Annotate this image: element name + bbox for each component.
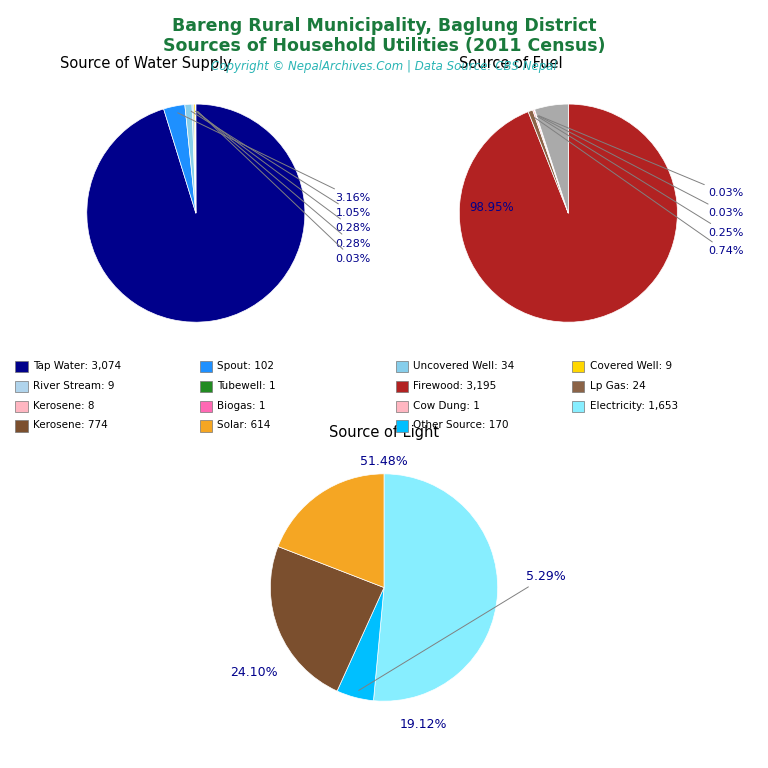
Text: Covered Well: 9: Covered Well: 9 — [590, 360, 672, 371]
Wedge shape — [194, 104, 196, 213]
Text: Bareng Rural Municipality, Baglung District: Bareng Rural Municipality, Baglung Distr… — [172, 17, 596, 35]
Text: Source of Fuel: Source of Fuel — [459, 57, 563, 71]
Text: Lp Gas: 24: Lp Gas: 24 — [590, 380, 646, 391]
Text: 19.12%: 19.12% — [400, 718, 448, 731]
Text: 0.03%: 0.03% — [538, 116, 743, 218]
Wedge shape — [528, 110, 568, 213]
Wedge shape — [337, 588, 384, 700]
Text: 0.25%: 0.25% — [538, 117, 743, 238]
Text: 1.05%: 1.05% — [191, 111, 371, 218]
Text: Electricity: 1,653: Electricity: 1,653 — [590, 400, 678, 411]
Text: 95.20%: 95.20% — [97, 196, 141, 209]
Wedge shape — [87, 104, 305, 322]
Text: Solar: 614: Solar: 614 — [217, 420, 270, 431]
Text: Uncovered Well: 34: Uncovered Well: 34 — [413, 360, 515, 371]
Text: River Stream: 9: River Stream: 9 — [33, 380, 114, 391]
Text: Kerosene: 774: Kerosene: 774 — [33, 420, 108, 431]
Text: Copyright © NepalArchives.Com | Data Source: CBS Nepal: Copyright © NepalArchives.Com | Data Sou… — [211, 60, 557, 73]
Text: 51.48%: 51.48% — [360, 455, 408, 468]
Text: Spout: 102: Spout: 102 — [217, 360, 274, 371]
Text: Kerosene: 8: Kerosene: 8 — [33, 400, 94, 411]
Text: Biogas: 1: Biogas: 1 — [217, 400, 266, 411]
Text: Cow Dung: 1: Cow Dung: 1 — [413, 400, 480, 411]
Wedge shape — [185, 104, 196, 213]
Text: 98.95%: 98.95% — [469, 201, 514, 214]
Text: Sources of Household Utilities (2011 Census): Sources of Household Utilities (2011 Cen… — [163, 37, 605, 55]
Text: 3.16%: 3.16% — [177, 113, 371, 203]
Wedge shape — [535, 104, 568, 213]
Title: Source of Light: Source of Light — [329, 425, 439, 440]
Wedge shape — [270, 547, 384, 691]
Text: Tap Water: 3,074: Tap Water: 3,074 — [33, 360, 121, 371]
Wedge shape — [192, 104, 196, 213]
Text: Firewood: 3,195: Firewood: 3,195 — [413, 380, 496, 391]
Wedge shape — [535, 109, 568, 213]
Wedge shape — [278, 474, 384, 588]
Text: 0.28%: 0.28% — [197, 111, 371, 249]
Wedge shape — [373, 474, 498, 701]
Text: Tubewell: 1: Tubewell: 1 — [217, 380, 276, 391]
Text: Other Source: 170: Other Source: 170 — [413, 420, 508, 431]
Text: 24.10%: 24.10% — [230, 667, 278, 679]
Text: 0.03%: 0.03% — [197, 111, 371, 264]
Text: Source of Water Supply: Source of Water Supply — [60, 57, 231, 71]
Text: 5.29%: 5.29% — [359, 570, 566, 690]
Wedge shape — [533, 110, 568, 213]
Text: 0.74%: 0.74% — [535, 118, 743, 257]
Wedge shape — [164, 104, 196, 213]
Wedge shape — [459, 104, 677, 322]
Text: 0.28%: 0.28% — [195, 111, 371, 233]
Text: 0.03%: 0.03% — [539, 116, 743, 198]
Wedge shape — [535, 110, 568, 213]
